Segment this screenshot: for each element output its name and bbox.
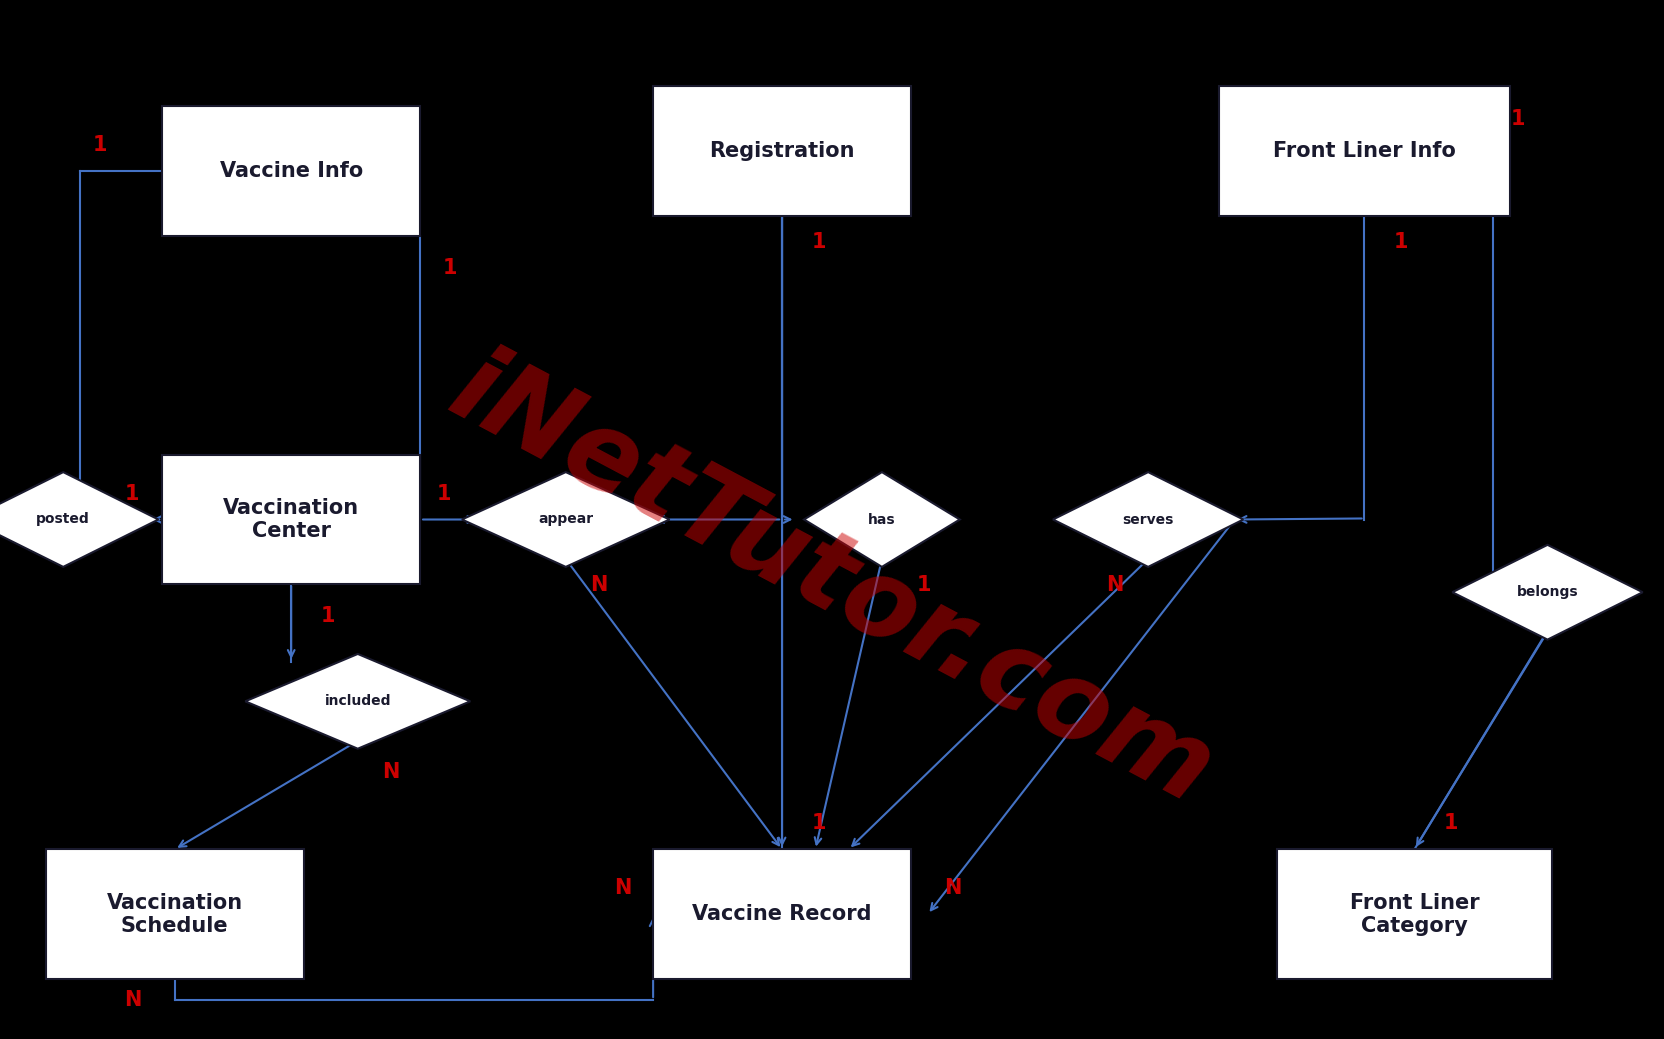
FancyBboxPatch shape [161, 107, 419, 237]
Text: 1: 1 [443, 258, 458, 277]
Text: 1: 1 [1444, 814, 1458, 833]
Text: Vaccination
Schedule: Vaccination Schedule [106, 893, 243, 936]
Text: posted: posted [37, 512, 90, 527]
FancyBboxPatch shape [1218, 85, 1511, 215]
Text: 1: 1 [1511, 109, 1526, 130]
Text: 1: 1 [436, 483, 451, 504]
Text: 1: 1 [125, 483, 140, 504]
Text: 1: 1 [321, 606, 334, 625]
Text: N: N [591, 575, 607, 595]
Text: N: N [125, 990, 141, 1010]
FancyBboxPatch shape [161, 455, 419, 584]
Text: serves: serves [1123, 512, 1173, 527]
Text: N: N [1107, 575, 1123, 595]
FancyBboxPatch shape [45, 850, 305, 979]
Text: Registration: Registration [709, 140, 855, 161]
Text: appear: appear [537, 512, 594, 527]
Text: Vaccination
Center: Vaccination Center [223, 498, 359, 541]
Polygon shape [463, 472, 669, 567]
Text: Vaccine Info: Vaccine Info [220, 161, 363, 182]
Text: N: N [943, 878, 962, 899]
Text: 1: 1 [1394, 232, 1408, 251]
Text: 1: 1 [917, 575, 930, 595]
Polygon shape [245, 654, 471, 749]
Text: 1: 1 [93, 135, 106, 156]
Text: has: has [869, 512, 895, 527]
Polygon shape [0, 472, 158, 567]
FancyBboxPatch shape [652, 85, 912, 215]
Text: 1: 1 [812, 232, 825, 251]
Text: iNetTutor.com: iNetTutor.com [433, 337, 1231, 827]
Polygon shape [1053, 472, 1243, 567]
Text: belongs: belongs [1516, 585, 1579, 600]
Polygon shape [1453, 544, 1642, 640]
Text: included: included [324, 694, 391, 709]
Text: Front Liner Info: Front Liner Info [1273, 140, 1456, 161]
Text: 1: 1 [812, 814, 825, 833]
Text: N: N [614, 878, 632, 899]
FancyBboxPatch shape [652, 850, 912, 979]
FancyBboxPatch shape [1278, 850, 1553, 979]
Text: Front Liner
Category: Front Liner Category [1350, 893, 1479, 936]
Text: Vaccine Record: Vaccine Record [692, 904, 872, 925]
Text: N: N [383, 762, 399, 782]
Polygon shape [804, 472, 960, 567]
